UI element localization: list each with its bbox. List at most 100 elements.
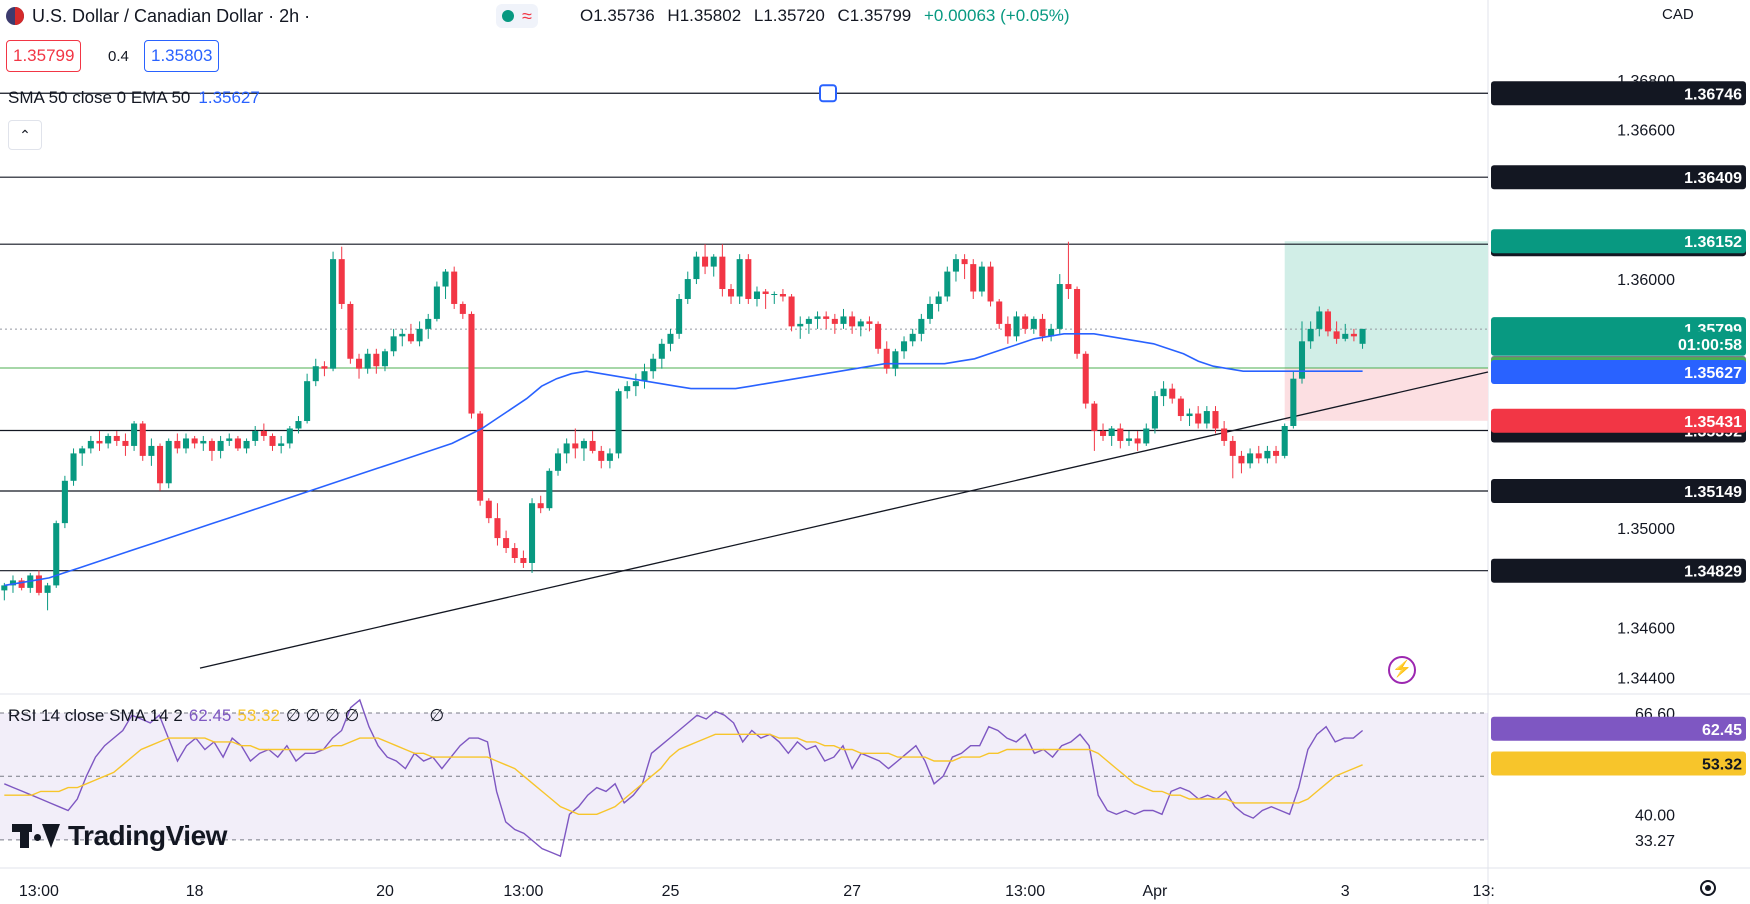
- candle-body: [330, 259, 337, 369]
- candle-body: [952, 259, 959, 272]
- candle: [27, 572, 34, 593]
- candle-body: [304, 381, 311, 422]
- sma-legend[interactable]: SMA 50 close 0 EMA 50 1.35627: [8, 88, 260, 108]
- level-price-label-bg: [1491, 558, 1746, 583]
- candle-body: [753, 291, 761, 299]
- symbol-header[interactable]: U.S. Dollar / Canadian Dollar · 2h ·: [6, 4, 310, 28]
- candle: [1221, 421, 1228, 446]
- rsi-value-label-text: 53.32: [1702, 757, 1742, 774]
- candle-body: [1074, 289, 1081, 354]
- candle: [831, 313, 838, 334]
- candle-body: [1342, 333, 1349, 339]
- price-label: 1.35431: [1491, 408, 1746, 433]
- candle-body: [278, 443, 285, 446]
- candle-body: [503, 538, 510, 549]
- candle: [978, 261, 985, 297]
- rsi-sma-line: [4, 733, 1363, 815]
- candle-body: [1125, 438, 1133, 441]
- time-tick-label: 13:00: [19, 883, 59, 900]
- candle: [1350, 328, 1357, 342]
- candle-body: [260, 430, 267, 436]
- rsi-label: RSI 14 close SMA 14 2: [8, 706, 183, 725]
- candle-body: [650, 358, 657, 372]
- buy-price-button[interactable]: 1.35803: [144, 40, 220, 72]
- candle: [987, 261, 994, 307]
- candle: [338, 246, 345, 309]
- candle-body: [399, 333, 406, 337]
- candle: [719, 244, 726, 297]
- candle-body: [182, 438, 190, 449]
- candle: [286, 426, 293, 449]
- candle: [632, 373, 639, 397]
- lightning-icon[interactable]: ⚡: [1388, 656, 1416, 684]
- candle: [243, 438, 250, 454]
- price-tick-label: 1.34600: [1617, 621, 1675, 638]
- price-label: 01:00:58: [1491, 331, 1746, 356]
- candle: [693, 251, 700, 285]
- rsi-legend[interactable]: RSI 14 close SMA 14 2 62.45 53.32 ∅ ∅ ∅ ∅ ∅: [8, 706, 444, 726]
- candle-body: [1290, 378, 1297, 426]
- candle: [18, 577, 25, 591]
- candle-body: [961, 259, 968, 265]
- candle: [779, 289, 786, 302]
- candle-body: [580, 440, 587, 449]
- settings-gear-icon[interactable]: [1700, 880, 1716, 896]
- candle-body: [1082, 353, 1089, 404]
- ohlc-high: H1.35802: [667, 6, 742, 25]
- candle: [295, 416, 302, 434]
- candle-body: [676, 298, 683, 334]
- candle: [857, 318, 864, 337]
- candle: [1048, 323, 1055, 342]
- candle-body: [849, 316, 856, 327]
- trendline: [199, 371, 1489, 669]
- candle-body: [347, 303, 354, 359]
- time-tick-label: 18: [186, 883, 204, 900]
- candle-body: [1298, 341, 1306, 379]
- symbol-title[interactable]: U.S. Dollar / Canadian Dollar · 2h ·: [32, 5, 311, 26]
- candle: [399, 328, 406, 347]
- level-price-label-text: 1.36409: [1684, 170, 1742, 187]
- candle: [494, 503, 501, 546]
- candle-body: [1099, 430, 1107, 436]
- collapse-legend-button[interactable]: ⌃: [8, 120, 42, 150]
- candle: [1186, 408, 1193, 426]
- level-price-label-bg: [1491, 165, 1746, 190]
- candle: [503, 530, 510, 554]
- candle: [866, 316, 873, 332]
- candle-body: [1134, 438, 1141, 444]
- price-label: 1.35627: [1491, 359, 1746, 384]
- candle-body: [122, 440, 129, 446]
- candle-body: [1169, 388, 1176, 399]
- candle: [321, 361, 328, 377]
- candle-body: [139, 423, 146, 456]
- status-pills[interactable]: ≈: [496, 4, 538, 28]
- candle-body: [1359, 328, 1366, 344]
- candle-body: [70, 453, 77, 481]
- candle: [1074, 286, 1081, 359]
- candle: [1022, 313, 1029, 334]
- tradingview-logo[interactable]: TradingView: [12, 820, 227, 852]
- ohlc-low: L1.35720: [753, 6, 825, 25]
- price-label-bg: [1491, 359, 1746, 384]
- candle: [1307, 321, 1314, 349]
- currency-selector[interactable]: CAD: [1662, 6, 1694, 23]
- candle-body: [208, 440, 215, 451]
- candle-body: [1316, 311, 1323, 329]
- candle: [650, 353, 657, 379]
- candle-body: [1186, 413, 1193, 417]
- candle: [347, 301, 354, 364]
- candle: [1359, 328, 1366, 349]
- candle: [572, 428, 579, 459]
- candle-body: [96, 440, 103, 444]
- candle-body: [1048, 328, 1055, 337]
- candle-body: [546, 470, 553, 509]
- candle: [1143, 423, 1150, 446]
- candle: [1013, 311, 1020, 342]
- candle: [373, 348, 380, 374]
- sell-price-button[interactable]: 1.35799: [6, 40, 82, 72]
- candle-body: [1160, 388, 1167, 397]
- candle-body: [191, 438, 198, 444]
- candle-body: [1117, 428, 1124, 441]
- rsi-value-label-bg: [1491, 751, 1746, 776]
